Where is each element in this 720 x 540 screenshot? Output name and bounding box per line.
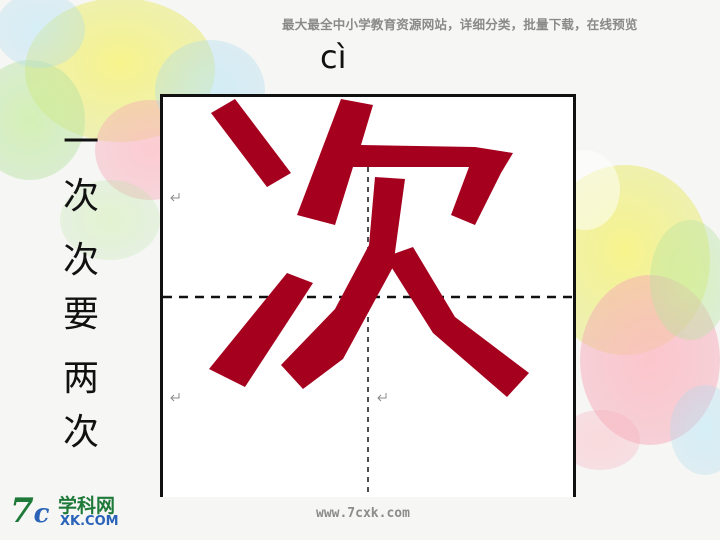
word-list: 一次 次要 两次 <box>50 116 112 460</box>
pinyin-label: cì <box>320 38 347 76</box>
bubble <box>60 180 160 260</box>
logo-mark-7: 7 <box>10 491 34 531</box>
bubble <box>0 0 85 68</box>
bubble <box>650 220 720 340</box>
bubble <box>0 60 85 180</box>
character-grid <box>160 94 576 497</box>
site-banner: 最大最全中小学教育资源网站，详细分类，批量下载，在线预览 <box>282 17 638 32</box>
logo-domain: XK.COM <box>60 514 119 529</box>
logo-mark-c: c <box>33 499 50 529</box>
logo-mark: 7c <box>10 492 52 530</box>
word-item: 次要 <box>62 240 99 335</box>
site-url[interactable]: www.7cxk.com <box>316 506 410 521</box>
character-glyph <box>209 99 529 397</box>
word-item: 一次 <box>62 122 99 217</box>
bubble <box>670 385 720 475</box>
logo-name: 学科网 <box>58 495 116 517</box>
bubble <box>560 410 640 470</box>
word-item: 两次 <box>62 358 99 453</box>
logo[interactable]: 7c 学科网 XK.COM <box>10 490 140 532</box>
